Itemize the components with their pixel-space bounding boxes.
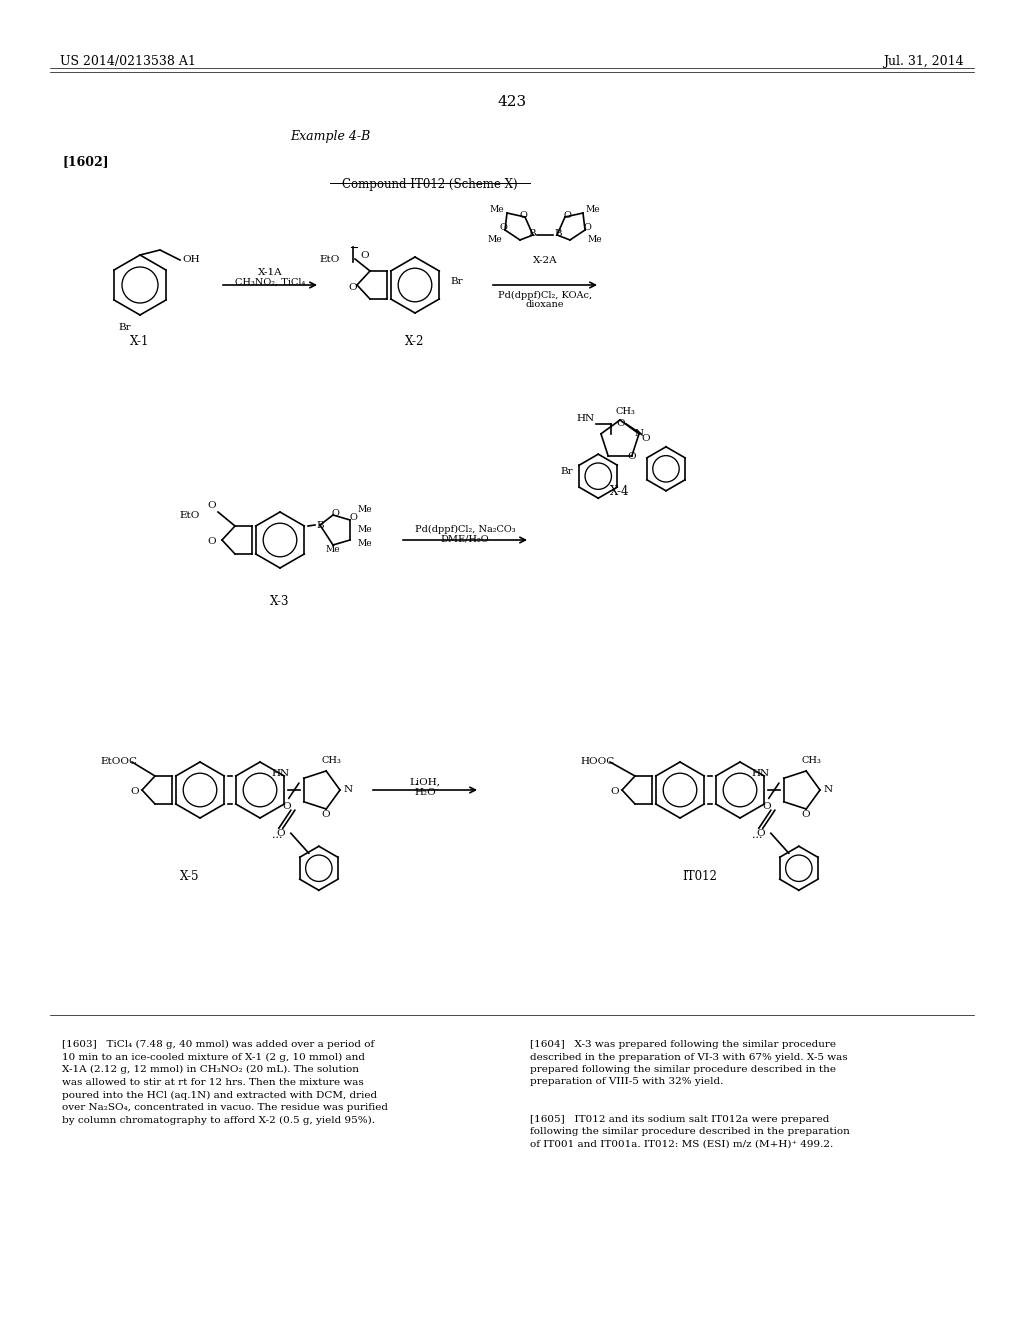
Text: O: O <box>499 223 507 231</box>
Text: O: O <box>322 809 331 818</box>
Text: O: O <box>802 809 810 818</box>
Text: Me: Me <box>586 205 600 214</box>
Text: Br: Br <box>450 277 463 286</box>
Text: B: B <box>316 520 324 529</box>
Text: [1605]   IT012 and its sodium salt IT012a were prepared
following the similar pr: [1605] IT012 and its sodium salt IT012a … <box>530 1115 850 1148</box>
Text: O: O <box>331 508 339 517</box>
Text: N: N <box>823 785 833 795</box>
Text: N: N <box>635 429 643 438</box>
Text: O: O <box>642 434 650 444</box>
Text: O: O <box>208 500 216 510</box>
Text: O: O <box>360 251 370 260</box>
Text: CH₃: CH₃ <box>801 756 821 766</box>
Text: HN: HN <box>577 414 595 424</box>
Text: DME/H₂O: DME/H₂O <box>440 535 489 544</box>
Text: IT012: IT012 <box>683 870 718 883</box>
Text: X-1: X-1 <box>130 335 150 348</box>
Text: O: O <box>349 282 357 292</box>
Text: O: O <box>283 801 291 810</box>
Text: ...: ... <box>271 830 282 841</box>
Text: Example 4-B: Example 4-B <box>290 129 370 143</box>
Text: Br: Br <box>560 467 573 475</box>
Text: Me: Me <box>326 544 340 553</box>
Text: HN: HN <box>271 768 290 777</box>
Text: CH₃: CH₃ <box>322 756 341 766</box>
Text: [1602]: [1602] <box>62 154 109 168</box>
Text: Me: Me <box>357 525 372 535</box>
Text: N: N <box>343 785 352 795</box>
Text: Me: Me <box>357 506 372 515</box>
Text: Jul. 31, 2014: Jul. 31, 2014 <box>884 55 964 69</box>
Text: X-2A: X-2A <box>532 256 557 265</box>
Text: O: O <box>628 451 636 461</box>
Text: O: O <box>131 788 139 796</box>
Text: O: O <box>616 420 626 428</box>
Text: H₂O: H₂O <box>414 788 436 797</box>
Text: Me: Me <box>357 539 372 548</box>
Text: [1603]   TiCl₄ (7.48 g, 40 mmol) was added over a period of
10 min to an ice-coo: [1603] TiCl₄ (7.48 g, 40 mmol) was added… <box>62 1040 388 1125</box>
Text: dioxane: dioxane <box>525 300 564 309</box>
Text: CH₃: CH₃ <box>615 408 635 417</box>
Text: EtO: EtO <box>179 511 200 520</box>
Text: Pd(dppf)Cl₂, KOAc,: Pd(dppf)Cl₂, KOAc, <box>498 290 592 300</box>
Text: X-4: X-4 <box>610 484 630 498</box>
Text: O: O <box>349 512 357 521</box>
Text: [1604]   X-3 was prepared following the similar procedure
described in the prepa: [1604] X-3 was prepared following the si… <box>530 1040 848 1086</box>
Text: HOOC: HOOC <box>580 758 614 767</box>
Text: Compound IT012 (Scheme X): Compound IT012 (Scheme X) <box>342 178 518 191</box>
Text: O: O <box>583 223 591 231</box>
Text: Me: Me <box>588 235 602 244</box>
Text: O: O <box>763 801 771 810</box>
Text: X-3: X-3 <box>270 595 290 609</box>
Text: O: O <box>563 210 571 219</box>
Text: X-1A: X-1A <box>258 268 283 277</box>
Text: CH₃NO₂, TiCl₄: CH₃NO₂, TiCl₄ <box>234 279 305 286</box>
Text: LiOH,: LiOH, <box>410 777 440 787</box>
Text: ...: ... <box>752 830 762 841</box>
Text: X-2: X-2 <box>406 335 425 348</box>
Text: B: B <box>554 228 562 238</box>
Text: Me: Me <box>487 235 503 244</box>
Text: US 2014/0213538 A1: US 2014/0213538 A1 <box>60 55 196 69</box>
Text: O: O <box>208 537 216 546</box>
Text: O: O <box>610 788 620 796</box>
Text: Pd(dppf)Cl₂, Na₂CO₃: Pd(dppf)Cl₂, Na₂CO₃ <box>415 525 515 535</box>
Text: Me: Me <box>489 205 504 214</box>
Text: HN: HN <box>752 768 770 777</box>
Text: 423: 423 <box>498 95 526 110</box>
Text: O: O <box>519 210 527 219</box>
Text: O: O <box>276 829 285 838</box>
Text: B: B <box>528 228 536 238</box>
Text: X-5: X-5 <box>180 870 200 883</box>
Text: Br: Br <box>119 323 131 333</box>
Text: EtO: EtO <box>319 256 340 264</box>
Text: OH: OH <box>182 256 200 264</box>
Text: EtOOC: EtOOC <box>100 758 137 767</box>
Text: O: O <box>757 829 765 838</box>
